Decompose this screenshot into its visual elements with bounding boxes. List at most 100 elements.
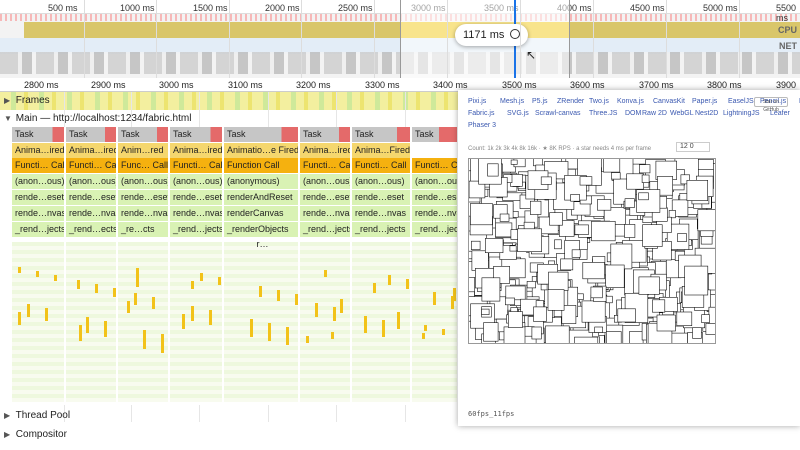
flame-reset-entry[interactable]: rende…eset xyxy=(170,190,222,205)
expand-triangle-icon[interactable]: ▶ xyxy=(4,430,11,439)
thread-pool-header[interactable]: ▶ Thread Pool xyxy=(0,408,800,424)
flame-objects-entry[interactable]: _rend…jects xyxy=(412,222,457,237)
flame-canvas-entry[interactable]: rende…nvas xyxy=(118,206,168,221)
flame-func-entry[interactable]: Functi… Call xyxy=(352,158,410,173)
flame-func-entry[interactable]: Functi… Call xyxy=(412,158,457,173)
call-stack-bar[interactable] xyxy=(422,333,425,339)
flame-task-entry[interactable]: Task xyxy=(352,127,410,142)
call-stack-bar[interactable] xyxy=(373,283,376,293)
zoom-in-icon[interactable] xyxy=(510,29,521,39)
flame-objects-entry[interactable]: _renderObjects xyxy=(224,222,298,237)
flame-reset-entry[interactable]: rende…eset xyxy=(300,190,350,205)
flame-task-entry[interactable]: Task xyxy=(118,127,168,142)
flame-reset-entry[interactable]: renderAndReset xyxy=(224,190,298,205)
library-link[interactable]: Fabric.js xyxy=(468,110,495,117)
flame-reset-entry[interactable]: rende…eset xyxy=(12,190,64,205)
flame-objects-entry[interactable]: _rend…ects xyxy=(66,222,116,237)
call-stack-bar[interactable] xyxy=(127,301,130,313)
library-link[interactable]: Pixi.js xyxy=(468,98,487,105)
flame-task-entry[interactable]: Task xyxy=(412,127,457,142)
call-stack-bar[interactable] xyxy=(161,334,164,353)
flame-func-entry[interactable]: Functi… Call xyxy=(66,158,116,173)
call-stack-bar[interactable] xyxy=(27,304,30,317)
call-stack-bar[interactable] xyxy=(77,280,80,289)
flame-anim-entry[interactable]: Animatio…e Fired xyxy=(224,143,298,158)
call-stack-bar[interactable] xyxy=(134,293,137,305)
task-column[interactable]: Task Anima…ired Functi… Call (anon…ous) rend… xyxy=(12,127,65,405)
library-link[interactable]: WebGL xyxy=(670,110,694,117)
expand-triangle-icon[interactable]: ▶ xyxy=(4,411,11,420)
flame-canvas-entry[interactable]: rende…nvas xyxy=(300,206,350,221)
library-link[interactable]: Scrawl-canvas xyxy=(535,110,581,117)
call-stack-bar[interactable] xyxy=(104,321,107,337)
flame-task-entry[interactable]: Task xyxy=(12,127,64,142)
flame-extra-entry[interactable] xyxy=(66,237,116,252)
flame-func-entry[interactable]: Function Call xyxy=(224,158,298,173)
flame-extra-entry[interactable]: r… xyxy=(256,239,269,249)
flame-reset-entry[interactable]: rende…eset xyxy=(118,190,168,205)
library-link[interactable]: Mesh.js xyxy=(500,98,525,105)
library-link[interactable]: P5.js xyxy=(532,98,548,105)
flame-anim-entry[interactable]: Anima…ired xyxy=(170,143,222,158)
call-stack-bar[interactable] xyxy=(18,267,21,273)
call-stack-bar[interactable] xyxy=(433,292,436,305)
call-stack-bar[interactable] xyxy=(79,325,82,341)
task-column[interactable]: Task Anima…Fired Functi… Call (anon…ous) ren… xyxy=(352,127,411,405)
flame-anon-entry[interactable]: (anon…ous) xyxy=(118,174,168,189)
flame-canvas-entry[interactable]: rende…nvas xyxy=(170,206,222,221)
flame-reset-entry[interactable]: rende…eset xyxy=(66,190,116,205)
library-link[interactable]: ZRender xyxy=(557,98,585,105)
count-options[interactable]: Count: 1k 2k 3k 4k 8k 16k · ★ 8K RPS · a… xyxy=(468,146,652,152)
flame-anon-entry[interactable]: (anon…ous) xyxy=(352,174,410,189)
library-link[interactable]: Two.js xyxy=(589,98,609,105)
call-stack-bar[interactable] xyxy=(18,312,21,325)
call-stack-bar[interactable] xyxy=(191,306,194,321)
call-stack-bar[interactable] xyxy=(406,279,409,289)
flame-extra-entry[interactable] xyxy=(12,237,64,252)
flame-extra-entry[interactable] xyxy=(118,237,168,252)
library-link[interactable]: Three.JS xyxy=(589,110,618,117)
call-stack-bar[interactable] xyxy=(451,296,454,309)
flame-task-entry[interactable]: Task xyxy=(224,127,298,142)
call-stack-bar[interactable] xyxy=(250,319,253,337)
flame-objects-entry[interactable]: _rend…jects xyxy=(12,222,64,237)
library-link[interactable]: LightningJS xyxy=(723,110,760,117)
flame-func-entry[interactable]: Functi… Call xyxy=(12,158,64,173)
flame-objects-entry[interactable]: _rend…jects xyxy=(352,222,410,237)
call-stack-bar[interactable] xyxy=(397,312,400,329)
call-stack-bar[interactable] xyxy=(268,323,271,341)
flame-canvas-entry[interactable]: renderCanvas xyxy=(224,206,298,221)
flame-extra-entry[interactable] xyxy=(352,237,410,252)
flame-anon-entry[interactable]: (anon…ous) xyxy=(412,174,457,189)
flame-objects-entry[interactable]: _rend…jects xyxy=(170,222,222,237)
flame-anon-entry[interactable]: (anon…ous) xyxy=(12,174,64,189)
expand-triangle-icon[interactable]: ▶ xyxy=(4,96,11,105)
call-stack-bar[interactable] xyxy=(340,299,343,313)
flame-reset-entry[interactable]: rende…eset xyxy=(412,190,457,205)
call-stack-bar[interactable] xyxy=(191,281,194,289)
flame-task-entry[interactable]: Task xyxy=(170,127,222,142)
call-stack-bar[interactable] xyxy=(277,290,280,301)
library-link[interactable]: Leafer xyxy=(770,110,790,117)
call-stack-bar[interactable] xyxy=(315,303,318,317)
benchmark-window[interactable]: Pixi.js Mesh.js P5.js ZRender Two.js Konva.js… xyxy=(458,90,800,426)
call-stack-bar[interactable] xyxy=(331,332,334,339)
flame-func-entry[interactable]: Functi… Call xyxy=(170,158,222,173)
call-stack-bar[interactable] xyxy=(442,329,445,335)
call-stack-bar[interactable] xyxy=(333,307,336,321)
flame-anim-entry[interactable]: Anima…Fired xyxy=(352,143,410,158)
flame-anon-entry[interactable]: (anonymous) xyxy=(224,174,298,189)
call-stack-bar[interactable] xyxy=(295,294,298,305)
call-stack-bar[interactable] xyxy=(36,271,39,277)
task-column[interactable]: Task Anim…red Func… Call (anon…ous) rende…es… xyxy=(118,127,169,405)
call-stack-bar[interactable] xyxy=(86,317,89,333)
flame-extra-entry[interactable] xyxy=(300,237,350,252)
call-stack-bar[interactable] xyxy=(113,288,116,297)
main-thread-header[interactable]: ▼ Main — http://localhost:1234/fabric.ht… xyxy=(0,111,800,127)
call-stack-bar[interactable] xyxy=(306,336,309,343)
flame-canvas-entry[interactable]: rende…nvas xyxy=(12,206,64,221)
call-stack-bar[interactable] xyxy=(388,275,391,285)
task-column[interactable]: Task Animatio…e Fired Function Call (anonym… xyxy=(224,127,299,405)
flame-reset-entry[interactable]: rende…eset xyxy=(352,190,410,205)
call-stack-bar[interactable] xyxy=(324,270,327,277)
